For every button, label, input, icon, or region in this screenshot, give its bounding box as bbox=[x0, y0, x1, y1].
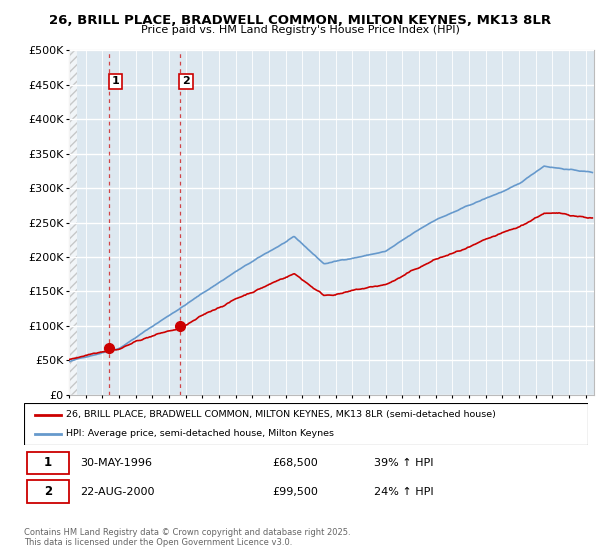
Text: £99,500: £99,500 bbox=[272, 487, 318, 497]
Text: HPI: Average price, semi-detached house, Milton Keynes: HPI: Average price, semi-detached house,… bbox=[66, 430, 334, 438]
Text: Contains HM Land Registry data © Crown copyright and database right 2025.
This d: Contains HM Land Registry data © Crown c… bbox=[24, 528, 350, 547]
Text: 30-MAY-1996: 30-MAY-1996 bbox=[80, 458, 152, 468]
Text: £68,500: £68,500 bbox=[272, 458, 318, 468]
Text: 1: 1 bbox=[112, 76, 119, 86]
Bar bbox=[27, 480, 69, 503]
Text: 26, BRILL PLACE, BRADWELL COMMON, MILTON KEYNES, MK13 8LR: 26, BRILL PLACE, BRADWELL COMMON, MILTON… bbox=[49, 14, 551, 27]
Text: 26, BRILL PLACE, BRADWELL COMMON, MILTON KEYNES, MK13 8LR (semi-detached house): 26, BRILL PLACE, BRADWELL COMMON, MILTON… bbox=[66, 410, 496, 419]
Bar bbox=[69, 50, 77, 395]
Text: Price paid vs. HM Land Registry's House Price Index (HPI): Price paid vs. HM Land Registry's House … bbox=[140, 25, 460, 35]
Text: 39% ↑ HPI: 39% ↑ HPI bbox=[374, 458, 433, 468]
Bar bbox=[27, 451, 69, 474]
Text: 2: 2 bbox=[44, 485, 52, 498]
Text: 24% ↑ HPI: 24% ↑ HPI bbox=[374, 487, 433, 497]
Text: 1: 1 bbox=[44, 456, 52, 469]
Text: 22-AUG-2000: 22-AUG-2000 bbox=[80, 487, 155, 497]
Text: 2: 2 bbox=[182, 76, 190, 86]
